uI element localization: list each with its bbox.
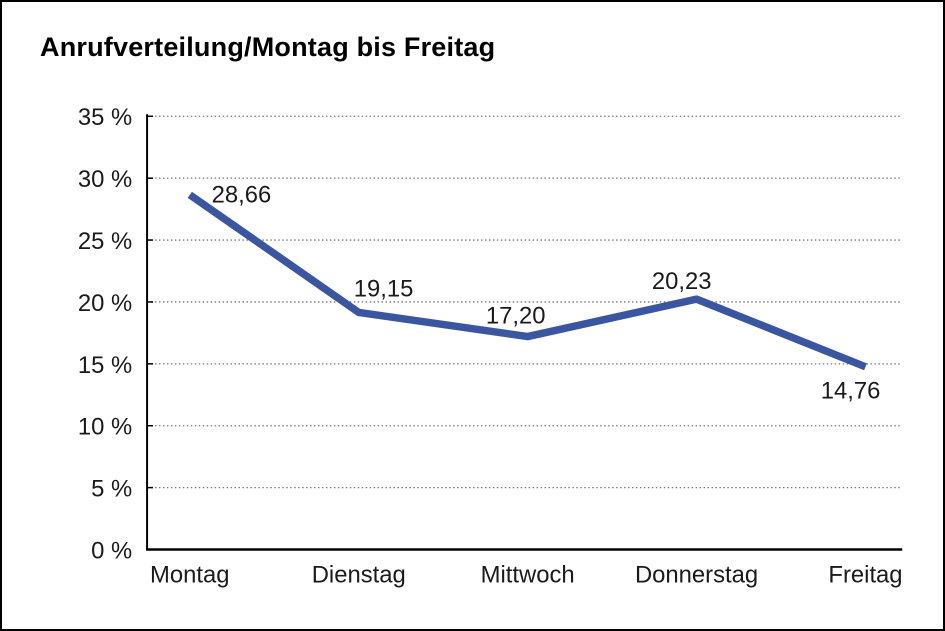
series-line <box>187 191 867 371</box>
data-point-label: 20,23 <box>652 268 712 295</box>
x-axis-category-label: Mittwoch <box>481 561 575 588</box>
y-axis-tick-label: 20 % <box>78 290 132 317</box>
y-axis-tick-label: 0 % <box>91 537 132 564</box>
y-axis-tick-label: 5 % <box>91 476 132 503</box>
x-axis-category-label: Montag <box>150 561 229 588</box>
y-axis-tick-label: 10 % <box>78 414 132 441</box>
x-axis-category-label: Donnerstag <box>635 561 758 588</box>
y-axis-tick-label: 15 % <box>78 352 132 379</box>
data-point-label: 17,20 <box>486 303 546 330</box>
data-point-label: 14,76 <box>821 378 881 405</box>
y-axis-tick-label: 25 % <box>78 228 132 255</box>
y-axis-tick-label: 30 % <box>78 166 132 193</box>
chart-title: Anrufverteilung/Montag bis Freitag <box>40 32 496 62</box>
data-point-label: 28,66 <box>212 182 272 209</box>
y-axis-tick-label: 35 % <box>78 104 132 131</box>
data-point-label: 19,15 <box>354 276 414 303</box>
x-axis-category-label: Freitag <box>828 561 902 588</box>
x-axis-category-label: Dienstag <box>312 561 406 588</box>
